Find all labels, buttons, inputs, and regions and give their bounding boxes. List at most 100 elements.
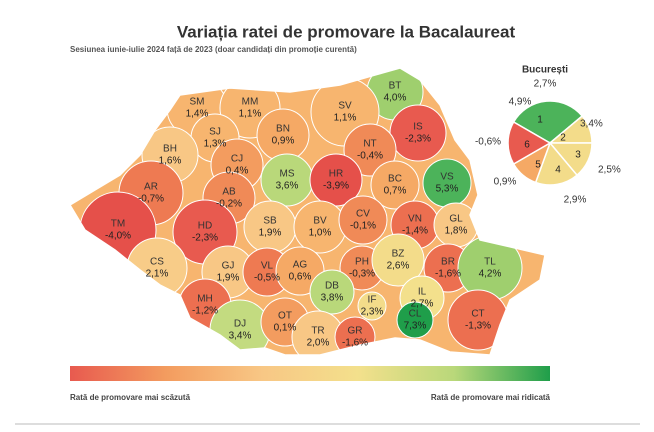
bucharest-name: București — [522, 65, 568, 76]
county — [370, 160, 420, 210]
county-value: 4,0% — [384, 93, 407, 104]
county-code: GJ — [222, 261, 235, 272]
sector-value: 2,5% — [598, 165, 621, 176]
county — [309, 269, 355, 315]
legend-high: Rată de promovare mai ridicată — [431, 393, 551, 402]
sector-value: -0,6% — [475, 137, 501, 148]
county-code: HR — [329, 169, 343, 180]
county — [357, 291, 387, 321]
county-value: 2,3% — [361, 307, 384, 318]
sector-value: 4,9% — [509, 97, 532, 108]
county-code: SV — [338, 101, 352, 112]
county-value: -1,4% — [402, 226, 428, 237]
county-code: GL — [449, 214, 463, 225]
county-value: 3,4% — [229, 331, 252, 342]
county-value: 3,6% — [276, 181, 299, 192]
county-code: MM — [242, 97, 259, 108]
sector-number: 3 — [575, 150, 581, 161]
sector-number: 5 — [535, 160, 541, 171]
county — [371, 233, 425, 287]
county-value: -0,3% — [349, 269, 375, 280]
county-value: 1,6% — [159, 156, 182, 167]
county-value: -1,3% — [465, 321, 491, 332]
county-code: HD — [198, 221, 212, 232]
county-value: 1,4% — [186, 109, 209, 120]
county-value: 7,3% — [404, 321, 427, 332]
county-code: CL — [409, 309, 422, 320]
county-code: CJ — [231, 154, 243, 165]
county-code: CT — [471, 309, 484, 320]
county-code: AB — [222, 187, 236, 198]
sector-number: 1 — [537, 115, 543, 126]
county-value: 1,1% — [239, 109, 262, 120]
county-value: -2,3% — [405, 134, 431, 145]
county-value: -3,9% — [323, 181, 349, 192]
county — [343, 123, 397, 177]
subtitle: Sesiunea iunie-iulie 2024 față de 2023 (… — [70, 45, 357, 54]
bucharest-inset: București 2,7% 1 4,9% 2 3,4% 3 2,5% 4 2,9% 5 0,9%… — [475, 65, 621, 206]
sector-number: 6 — [524, 140, 530, 151]
bucharest-value: 2,7% — [534, 79, 557, 90]
county-code: TR — [311, 326, 324, 337]
county — [396, 301, 434, 339]
county-value: -0,7% — [138, 194, 164, 205]
county-value: 0,6% — [289, 272, 312, 283]
county-value: 0,7% — [384, 186, 407, 197]
sector — [512, 100, 584, 144]
county-value: -1,6% — [435, 269, 461, 280]
sector-number: 2 — [560, 133, 566, 144]
county-code: BV — [313, 216, 327, 227]
county-code: MH — [197, 294, 213, 305]
county-value: -2,3% — [192, 233, 218, 244]
county-value: -1,2% — [192, 306, 218, 317]
county-code: SM — [190, 97, 205, 108]
county-value: -0,1% — [350, 221, 376, 232]
county-value: -0,5% — [254, 273, 280, 284]
county-code: VS — [440, 172, 454, 183]
county-code: BT — [389, 81, 402, 92]
sector-value: 2,9% — [564, 195, 587, 206]
county-value: 1,9% — [259, 228, 282, 239]
county-value: 3,8% — [321, 293, 344, 304]
county-value: 0,4% — [226, 166, 249, 177]
county-code: DJ — [234, 319, 246, 330]
title: Variația ratei de promovare la Bacalaure… — [177, 22, 516, 41]
county-value: 1,0% — [309, 228, 332, 239]
county-code: SJ — [209, 127, 221, 138]
county-code: VL — [261, 261, 274, 272]
county-value: 2,1% — [146, 269, 169, 280]
legend-low: Rată de promovare mai scăzută — [70, 393, 191, 402]
county-code: TL — [484, 257, 496, 268]
county-code: BZ — [392, 249, 405, 260]
county-value: 1,8% — [445, 226, 468, 237]
sector-value: 0,9% — [494, 177, 517, 188]
county-code: SB — [263, 216, 277, 227]
county-code: IL — [418, 287, 427, 298]
county-value: 4,2% — [479, 269, 502, 280]
county-value: -0,4% — [357, 151, 383, 162]
county-code: BR — [441, 257, 455, 268]
romania-outline — [68, 67, 546, 356]
county-value: 5,3% — [436, 184, 459, 195]
county-value: 2,6% — [387, 261, 410, 272]
county-code: BC — [388, 174, 402, 185]
county-code: BH — [163, 144, 177, 155]
county-code: TM — [111, 219, 125, 230]
county-value: -1,6% — [342, 338, 368, 349]
county-code: BN — [276, 124, 290, 135]
county-code: OT — [278, 311, 292, 322]
county-code: MS — [280, 169, 295, 180]
legend-bar — [70, 366, 550, 381]
sector-number: 4 — [555, 165, 561, 176]
sector-value: 3,4% — [580, 119, 603, 130]
county-labels: SM1,4%MM1,1%BT4,0%SV1,1%SJ1,3%BN0,9%IS-2… — [105, 81, 502, 349]
sector — [507, 120, 552, 166]
sector — [534, 141, 579, 186]
county-code: IS — [413, 122, 423, 133]
county-value: 0,1% — [274, 323, 297, 334]
county-value: -0,2% — [216, 199, 242, 210]
county-code: VN — [408, 214, 422, 225]
county-code: PH — [355, 257, 369, 268]
county-value: 1,3% — [204, 139, 227, 150]
